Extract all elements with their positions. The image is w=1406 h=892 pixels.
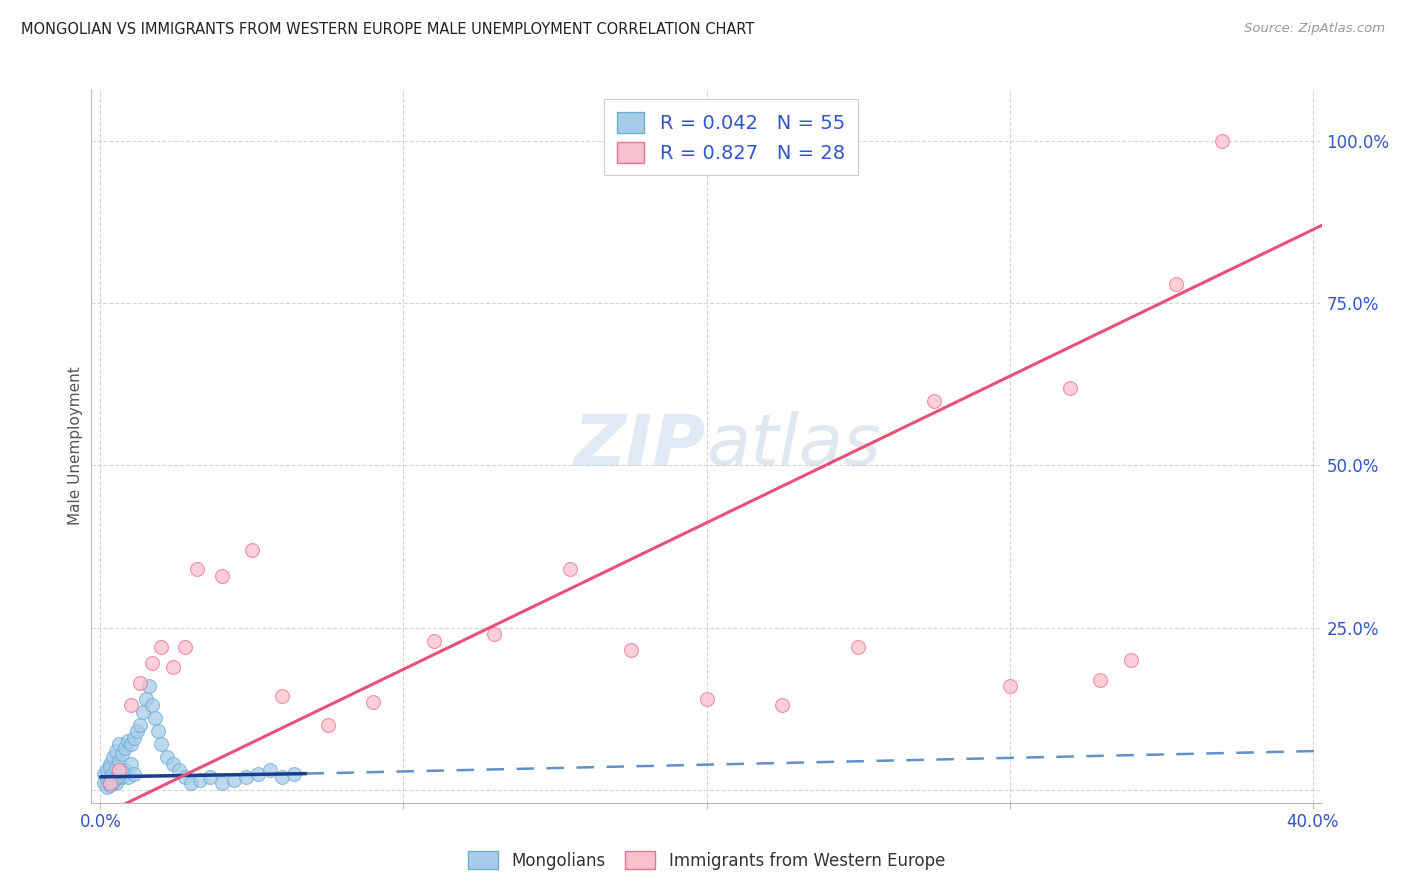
Point [167,764,190,778]
Point [120,738,142,752]
Point [117,734,139,748]
Point [96,764,118,778]
Point [114,740,136,755]
Point [104,771,127,785]
Point [361,695,384,709]
Point [98,778,121,792]
Point [423,633,446,648]
Point [1211,134,1233,148]
Point [198,770,221,784]
Point [98,776,121,790]
Point [240,542,263,557]
Point [146,724,169,739]
Point [98,760,121,774]
Point [122,766,145,780]
Point [316,718,339,732]
Point [98,756,121,771]
Point [922,393,945,408]
Point [120,698,142,713]
Point [998,679,1021,693]
Point [271,770,294,784]
Point [107,764,129,778]
Point [141,698,163,713]
Point [222,773,245,788]
Point [125,724,148,739]
Point [111,770,134,784]
Point [93,776,115,790]
Point [283,766,305,780]
Point [247,766,270,780]
Point [101,773,124,788]
Point [174,640,197,654]
Point [101,766,124,780]
Point [107,768,129,782]
Point [1090,673,1112,687]
Point [190,773,212,788]
Point [1119,653,1142,667]
Point [104,760,127,774]
Point [211,776,233,790]
Point [150,738,173,752]
Point [101,750,124,764]
Point [174,770,197,784]
Y-axis label: Male Unemployment: Male Unemployment [67,367,83,525]
Point [560,562,582,576]
Point [120,756,142,771]
Point [98,776,121,790]
Point [104,776,127,790]
Point [111,764,134,779]
Point [104,744,127,758]
Legend: Mongolians, Immigrants from Western Europe: Mongolians, Immigrants from Western Euro… [461,845,952,877]
Point [132,705,155,719]
Text: atlas: atlas [706,411,882,481]
Point [180,776,202,790]
Text: ZIP: ZIP [574,411,706,481]
Point [143,711,166,725]
Point [114,764,136,778]
Point [846,640,869,654]
Point [695,692,717,706]
Point [1059,381,1081,395]
Point [122,731,145,745]
Text: MONGOLIAN VS IMMIGRANTS FROM WESTERN EUROPE MALE UNEMPLOYMENT CORRELATION CHART: MONGOLIAN VS IMMIGRANTS FROM WESTERN EUR… [21,22,755,37]
Point [135,692,157,706]
Point [162,756,184,771]
Point [271,689,294,703]
Point [96,773,118,788]
Point [1166,277,1188,291]
Point [107,754,129,768]
Point [98,770,121,784]
Point [96,780,118,794]
Point [235,770,257,784]
Point [138,679,160,693]
Point [141,657,163,671]
Point [111,747,134,761]
Text: Source: ZipAtlas.com: Source: ZipAtlas.com [1244,22,1385,36]
Point [484,627,506,641]
Point [128,675,150,690]
Point [770,698,793,713]
Point [620,643,643,657]
Point [186,562,208,576]
Point [101,775,124,789]
Point [128,718,150,732]
Point [162,659,184,673]
Point [259,764,281,778]
Point [150,640,173,654]
Point [211,568,233,582]
Point [107,738,129,752]
Point [117,770,139,784]
Point [156,750,179,764]
Point [93,766,115,780]
